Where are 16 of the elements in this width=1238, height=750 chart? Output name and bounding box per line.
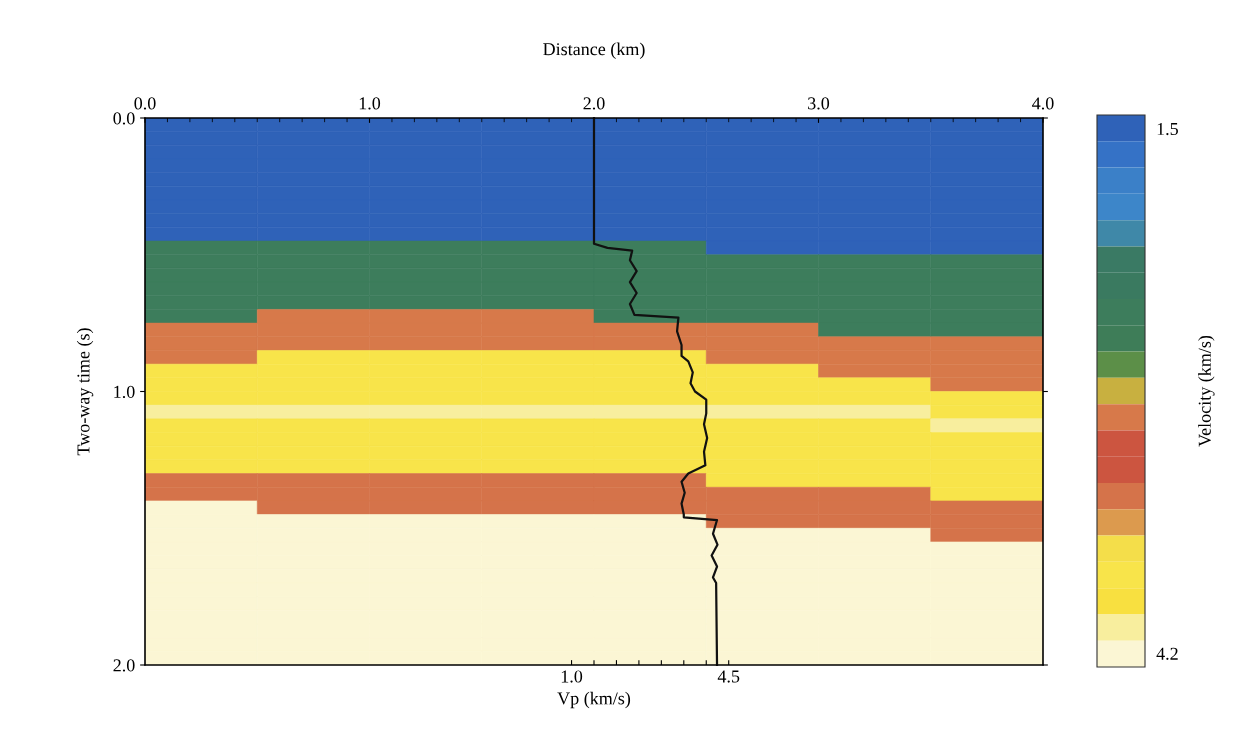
x2-tick-label: 3.0 [808,97,830,110]
x-tick-label: 4.5 [717,670,740,683]
y-axis-title: Two-way time (s) [76,328,94,456]
line-series [592,116,719,667]
y-tick-label: 0.0 [113,112,135,125]
x2-tick-label: 4.0 [1032,97,1054,110]
x2-axis-title: Distance (km) [543,42,645,59]
color-bar-title: Velocity (km/s) [1198,335,1215,447]
x-axis-title: Vp (km/s) [557,691,631,709]
x2-tick-label: 1.0 [359,97,381,110]
x2-tick-label: 0.0 [134,97,156,110]
y-tick-label: 2.0 [113,659,135,672]
y-tick-label: 1.0 [114,385,135,399]
x2-tick-label: 2.0 [583,97,605,110]
color-bar-label: 4.2 [1156,647,1178,660]
color-bar-label: 1.5 [1157,122,1178,136]
